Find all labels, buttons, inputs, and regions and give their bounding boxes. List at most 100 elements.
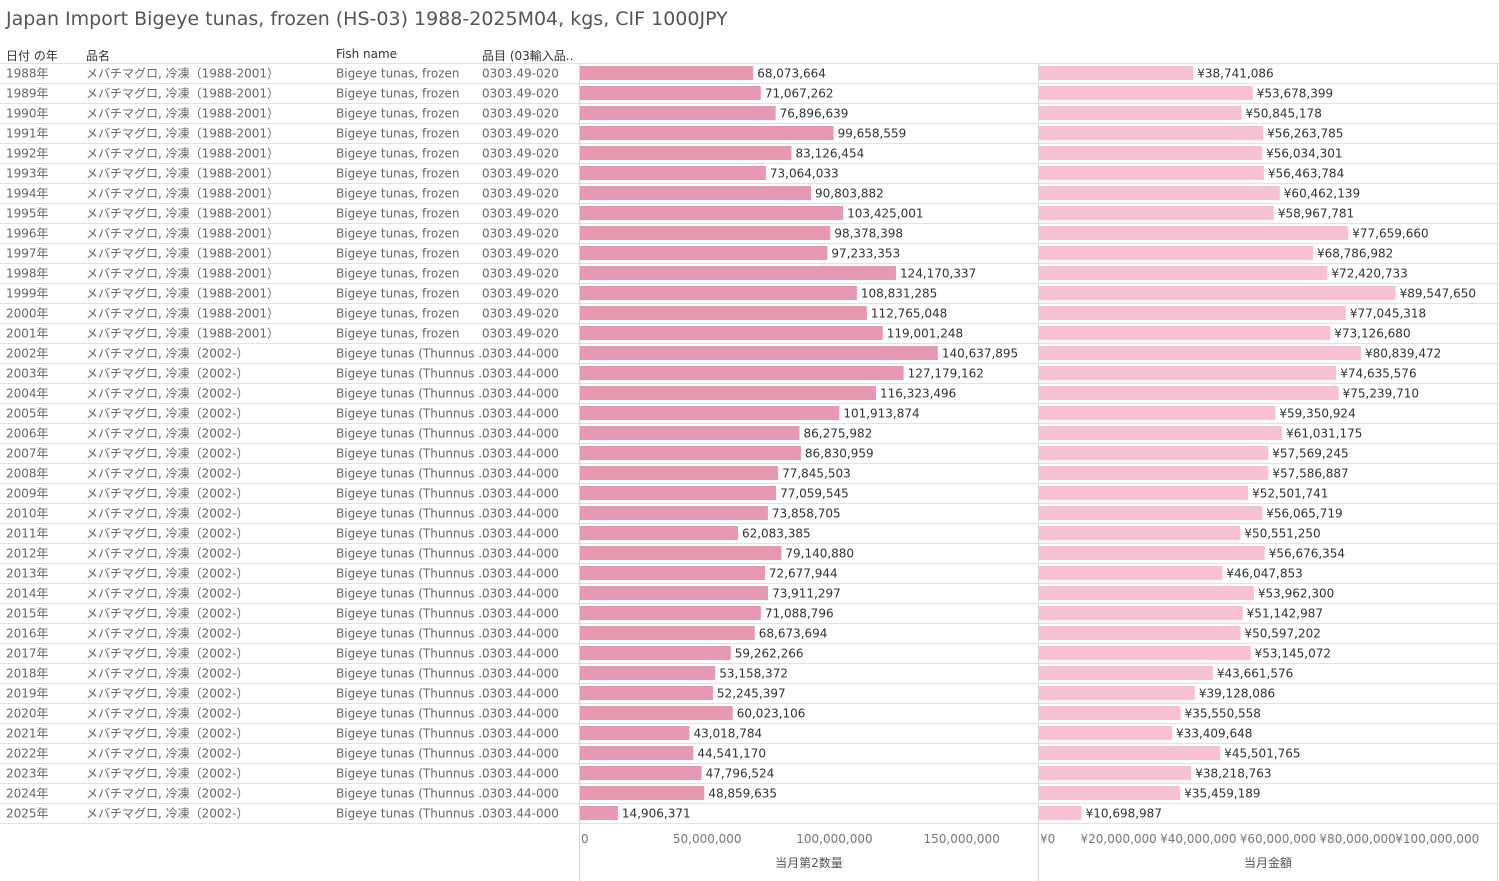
bar-amount xyxy=(1039,126,1264,140)
axis-tick-label: ¥20,000,000 xyxy=(1080,832,1156,846)
bar-label: ¥73,126,680 xyxy=(1334,327,1410,341)
bar-quantity xyxy=(580,266,896,280)
row-year: 1999年 xyxy=(6,287,49,301)
row-year: 2010年 xyxy=(6,507,49,521)
row-fish-name: Bigeye tunas (Thunnus .. xyxy=(336,587,486,601)
bar-label: ¥61,031,175 xyxy=(1286,427,1362,441)
bar-label: 140,637,895 xyxy=(942,347,1018,361)
header-name-ja: 品名 xyxy=(86,49,111,63)
row-code: 0303.44-000 xyxy=(482,587,559,601)
bar-label: ¥74,635,576 xyxy=(1340,367,1416,381)
bar-label: ¥77,659,660 xyxy=(1352,227,1428,241)
bar-label: ¥38,741,086 xyxy=(1197,67,1273,81)
bar-quantity xyxy=(580,186,812,200)
bar-quantity xyxy=(580,166,766,180)
row-code: 0303.49-020 xyxy=(482,227,559,241)
page-title: Japan Import Bigeye tunas, frozen (HS-03… xyxy=(6,8,728,30)
row-year: 2015年 xyxy=(6,607,49,621)
bar-label: ¥58,967,781 xyxy=(1278,207,1354,221)
bar-quantity xyxy=(580,566,765,580)
row-fish-name: Bigeye tunas (Thunnus .. xyxy=(336,347,486,361)
row-code: 0303.49-020 xyxy=(482,147,559,161)
row-code: 0303.49-020 xyxy=(482,287,559,301)
bar-amount xyxy=(1039,366,1337,380)
row-code: 0303.44-000 xyxy=(482,627,559,641)
bar-label: ¥68,786,982 xyxy=(1317,247,1393,261)
row-name-ja: メバチマグロ, 冷凍（2002-） xyxy=(86,527,249,541)
row-year: 2011年 xyxy=(6,527,49,541)
row-code: 0303.44-000 xyxy=(482,807,559,821)
bar-label: ¥50,597,202 xyxy=(1245,627,1321,641)
row-year: 1998年 xyxy=(6,267,49,281)
bar-amount xyxy=(1039,186,1280,200)
bar-label: ¥57,586,887 xyxy=(1272,467,1348,481)
bar-quantity xyxy=(580,586,769,600)
bar-label: ¥56,065,719 xyxy=(1266,507,1342,521)
bar-label: 108,831,285 xyxy=(861,287,937,301)
row-year: 2008年 xyxy=(6,467,49,481)
bar-amount xyxy=(1039,386,1339,400)
bar-amount xyxy=(1039,226,1349,240)
row-fish-name: Bigeye tunas, frozen xyxy=(336,307,460,321)
axis-title: 当月第2数量 xyxy=(775,855,843,870)
row-fish-name: Bigeye tunas (Thunnus .. xyxy=(336,487,486,501)
row-name-ja: メバチマグロ, 冷凍（1988-2001） xyxy=(86,147,279,161)
bar-label: ¥56,263,785 xyxy=(1267,127,1343,141)
row-year: 2005年 xyxy=(6,407,49,421)
bar-amount xyxy=(1039,786,1181,800)
row-year: 2001年 xyxy=(6,327,49,341)
row-name-ja: メバチマグロ, 冷凍（1988-2001） xyxy=(86,187,279,201)
row-code: 0303.44-000 xyxy=(482,387,559,401)
row-code: 0303.44-000 xyxy=(482,707,559,721)
row-code: 0303.44-000 xyxy=(482,527,559,541)
axis-tick-label: 150,000,000 xyxy=(923,832,999,846)
row-fish-name: Bigeye tunas, frozen xyxy=(336,87,460,101)
row-name-ja: メバチマグロ, 冷凍（2002-） xyxy=(86,587,249,601)
row-year: 1989年 xyxy=(6,87,49,101)
row-code: 0303.49-020 xyxy=(482,307,559,321)
row-year: 2004年 xyxy=(6,387,49,401)
row-name-ja: メバチマグロ, 冷凍（1988-2001） xyxy=(86,87,279,101)
bar-label: 98,378,398 xyxy=(834,227,903,241)
row-year: 2007年 xyxy=(6,447,49,461)
bar-quantity xyxy=(580,286,857,300)
bar-label: 71,088,796 xyxy=(765,607,834,621)
bar-quantity xyxy=(580,66,754,80)
bar-label: 79,140,880 xyxy=(785,547,854,561)
row-code: 0303.44-000 xyxy=(482,647,559,661)
row-year: 1993年 xyxy=(6,167,49,181)
row-name-ja: メバチマグロ, 冷凍（2002-） xyxy=(86,347,249,361)
bar-amount xyxy=(1039,686,1195,700)
bar-amount xyxy=(1039,206,1274,220)
row-year: 1996年 xyxy=(6,227,49,241)
row-name-ja: メバチマグロ, 冷凍（1988-2001） xyxy=(86,307,279,321)
bar-amount xyxy=(1039,286,1396,300)
row-fish-name: Bigeye tunas (Thunnus .. xyxy=(336,627,486,641)
row-fish-name: Bigeye tunas (Thunnus .. xyxy=(336,567,486,581)
bar-label: 47,796,524 xyxy=(706,767,775,781)
bar-quantity xyxy=(580,366,904,380)
bar-label: 103,425,001 xyxy=(847,207,923,221)
bar-quantity xyxy=(580,206,844,220)
bar-amount xyxy=(1039,306,1346,320)
row-year: 1997年 xyxy=(6,247,49,261)
row-code: 0303.44-000 xyxy=(482,347,559,361)
bar-quantity xyxy=(580,446,801,460)
bar-label: ¥89,547,650 xyxy=(1400,287,1476,301)
row-name-ja: メバチマグロ, 冷凍（1988-2001） xyxy=(86,267,279,281)
bar-quantity xyxy=(580,346,938,360)
bar-label: 62,083,385 xyxy=(742,527,811,541)
bar-label: 90,803,882 xyxy=(815,187,884,201)
row-name-ja: メバチマグロ, 冷凍（2002-） xyxy=(86,467,249,481)
bar-label: 52,245,397 xyxy=(717,687,786,701)
bar-label: ¥75,239,710 xyxy=(1343,387,1419,401)
row-code: 0303.49-020 xyxy=(482,107,559,121)
row-code: 0303.49-020 xyxy=(482,87,559,101)
bar-amount xyxy=(1039,506,1263,520)
bar-amount xyxy=(1039,766,1192,780)
row-name-ja: メバチマグロ, 冷凍（2002-） xyxy=(86,487,249,501)
bar-quantity xyxy=(580,666,716,680)
row-fish-name: Bigeye tunas, frozen xyxy=(336,187,460,201)
row-code: 0303.44-000 xyxy=(482,427,559,441)
bar-label: ¥56,463,784 xyxy=(1268,167,1344,181)
